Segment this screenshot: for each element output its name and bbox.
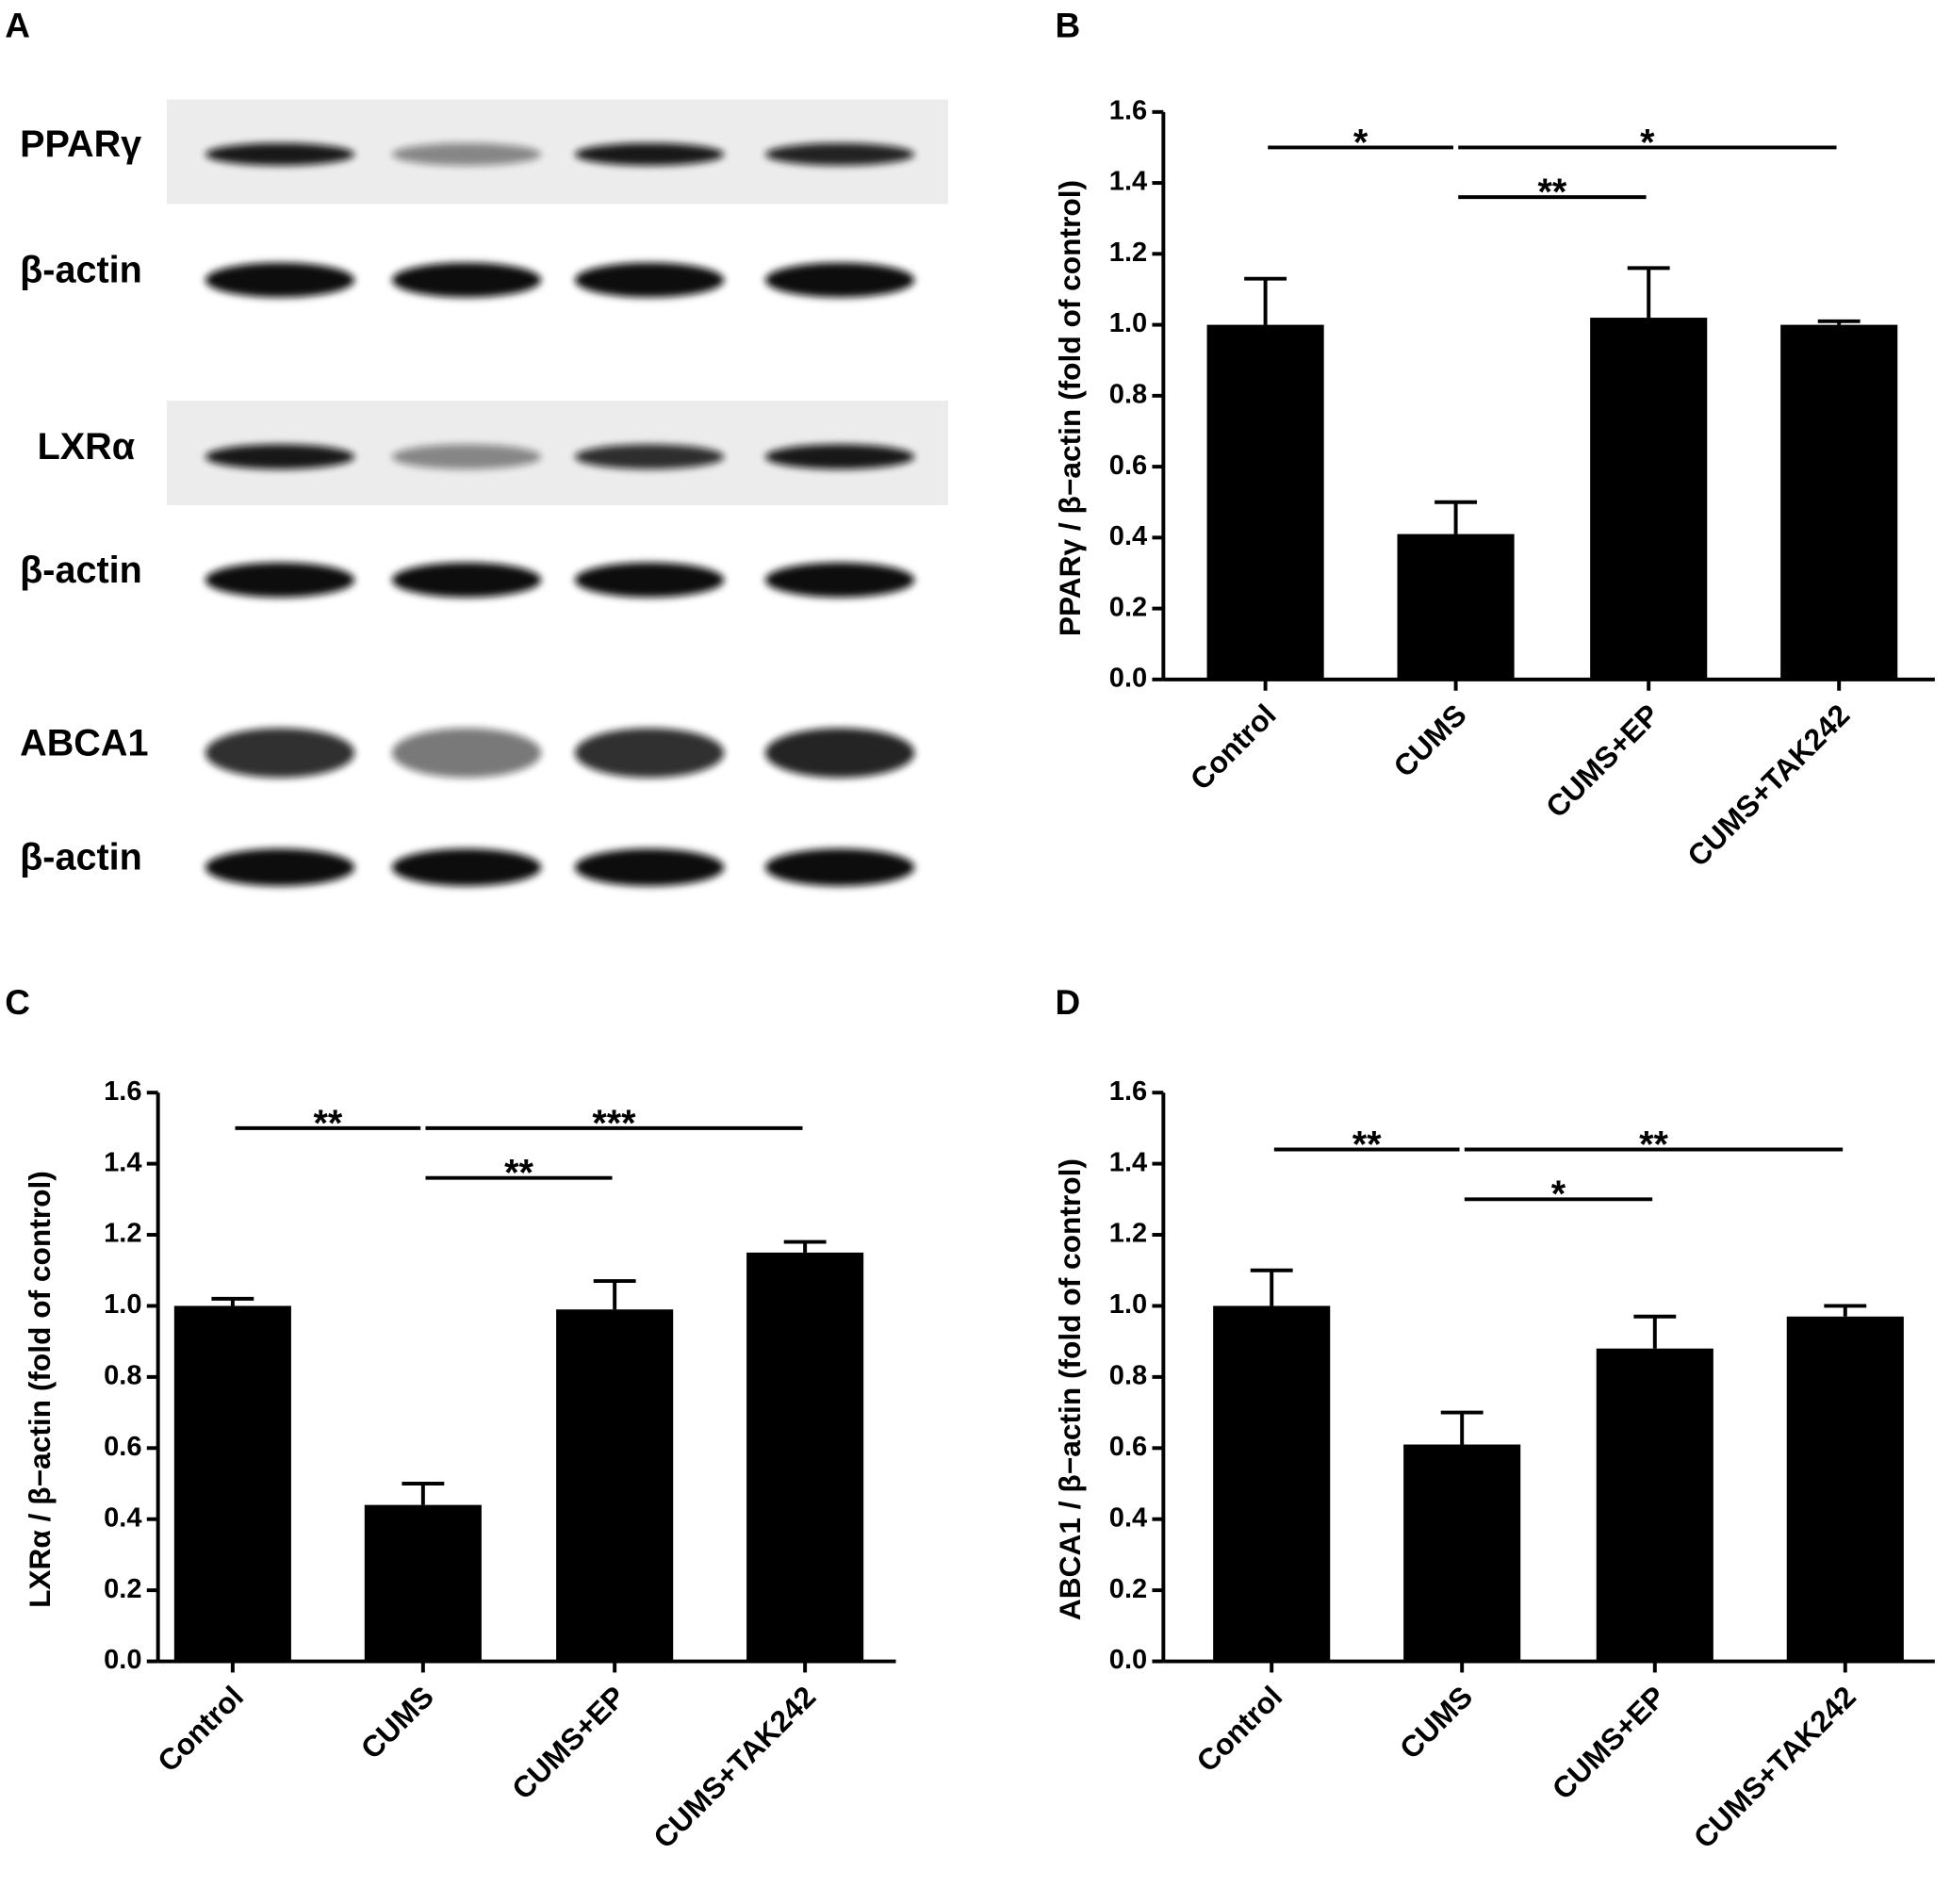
blot-label: ABCA1 [20, 722, 148, 763]
bar [1397, 533, 1515, 680]
blot-band [764, 444, 915, 469]
y-tick-label: 1.0 [104, 1289, 141, 1320]
significance-label: * [1551, 1174, 1566, 1215]
y-axis-label: PPARγ / β−actin (fold of control) [1053, 180, 1087, 636]
blot-label: β-actin [20, 837, 142, 878]
x-tick-label: CUMS [354, 1680, 440, 1765]
x-tick-label: CUMS+EP [505, 1680, 631, 1806]
y-tick-label: 1.2 [1109, 1219, 1147, 1249]
bar [746, 1252, 864, 1662]
x-tick-label: CUMS+EP [1546, 1680, 1672, 1806]
bar [1206, 324, 1324, 680]
y-tick-label: 0.4 [1109, 521, 1147, 551]
x-tick-label: CUMS [1386, 698, 1472, 783]
blot-band [205, 848, 355, 887]
bar [1786, 1316, 1904, 1662]
bar [1590, 318, 1708, 680]
blot-label: PPARγ [20, 123, 141, 165]
y-tick-label: 0.0 [104, 1645, 141, 1675]
y-tick-label: 0.4 [104, 1502, 141, 1533]
y-tick-label: 0.2 [1109, 1574, 1147, 1604]
bar [556, 1309, 674, 1662]
y-tick-label: 1.6 [1109, 1076, 1147, 1107]
y-tick-label: 0.0 [1109, 1645, 1147, 1675]
panel-label: D [1055, 983, 1080, 1022]
bar [364, 1504, 482, 1662]
significance-label: ** [313, 1103, 342, 1144]
y-tick-label: 0.8 [1109, 380, 1147, 410]
blot-label: β-actin [20, 550, 142, 591]
significance-label: * [1640, 122, 1655, 163]
significance-label: ** [1639, 1124, 1668, 1165]
y-tick-label: 0.0 [1109, 664, 1147, 694]
y-tick-label: 1.0 [1109, 1289, 1147, 1320]
blot-band [574, 262, 725, 298]
y-tick-label: 1.2 [1109, 238, 1147, 268]
significance-label: * [1353, 122, 1369, 163]
bar [1780, 324, 1898, 680]
blot-band [391, 142, 542, 166]
blot-band [391, 848, 542, 887]
y-tick-label: 0.6 [104, 1432, 141, 1462]
significance-label: ** [504, 1153, 533, 1194]
y-tick-label: 1.6 [104, 1076, 141, 1107]
y-tick-label: 1.2 [104, 1219, 141, 1249]
y-tick-label: 1.0 [1109, 308, 1147, 338]
blot-band [391, 262, 542, 298]
panel-label: B [1055, 7, 1080, 45]
y-tick-label: 0.6 [1109, 1432, 1147, 1462]
panel-label: C [5, 983, 30, 1022]
y-tick-label: 0.4 [1109, 1502, 1147, 1533]
y-tick-label: 1.4 [1109, 167, 1147, 197]
blot-label: LXRα [38, 426, 136, 468]
blot-band [574, 444, 725, 469]
blot-band [764, 728, 915, 779]
blot-band [574, 142, 725, 166]
blot-band [391, 444, 542, 469]
y-tick-label: 0.2 [104, 1574, 141, 1604]
blot-band [205, 728, 355, 779]
blot-band [574, 848, 725, 887]
x-tick-label: CUMS+TAK242 [647, 1680, 822, 1855]
y-tick-label: 1.4 [1109, 1147, 1147, 1177]
y-axis-label: ABCA1 / β−actin (fold of control) [1053, 1158, 1087, 1620]
y-tick-label: 0.6 [1109, 451, 1147, 481]
y-tick-label: 0.2 [1109, 592, 1147, 622]
blot-band [764, 142, 915, 166]
blot-band [205, 262, 355, 298]
blot-band [205, 142, 355, 166]
blot-band [205, 562, 355, 598]
bar [1403, 1444, 1521, 1662]
y-tick-label: 0.8 [104, 1361, 141, 1391]
blot-band [764, 848, 915, 887]
x-tick-label: CUMS+TAK242 [1680, 698, 1856, 873]
blot-label: β-actin [20, 250, 142, 291]
significance-label: ** [1353, 1124, 1382, 1165]
x-tick-label: Control [1189, 1680, 1288, 1779]
x-tick-label: CUMS [1393, 1680, 1479, 1765]
blot-band [764, 562, 915, 598]
x-tick-label: CUMS+TAK242 [1687, 1680, 1862, 1855]
x-tick-label: CUMS+EP [1539, 698, 1665, 824]
blot-band [205, 444, 355, 469]
y-tick-label: 0.8 [1109, 1361, 1147, 1391]
x-tick-label: Control [151, 1680, 250, 1779]
bar [1213, 1305, 1331, 1662]
blot-band [391, 562, 542, 598]
bar [1596, 1348, 1713, 1662]
x-tick-label: Control [1184, 698, 1283, 796]
y-axis-label: LXRα / β−actin (fold of control) [23, 1171, 57, 1608]
blot-band [574, 562, 725, 598]
panel-label: A [5, 7, 30, 45]
blot-band [764, 262, 915, 298]
significance-label: *** [592, 1103, 636, 1144]
blot-band [574, 728, 725, 779]
blot-band [391, 728, 542, 779]
y-tick-label: 1.4 [104, 1147, 141, 1177]
y-tick-label: 1.6 [1109, 95, 1147, 125]
bar [173, 1305, 291, 1662]
significance-label: ** [1537, 172, 1566, 213]
